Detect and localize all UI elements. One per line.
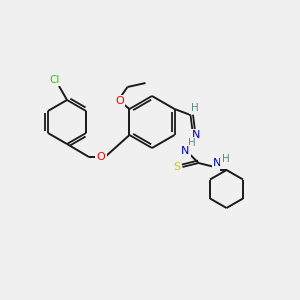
Text: N: N [213,158,222,168]
Text: O: O [97,152,105,162]
Text: N: N [181,146,190,156]
Text: H: H [188,138,195,148]
Text: O: O [115,96,124,106]
Text: H: H [222,154,230,164]
Text: H: H [190,103,198,113]
Text: N: N [192,130,201,140]
Text: S: S [173,162,180,172]
Text: Cl: Cl [50,75,60,85]
